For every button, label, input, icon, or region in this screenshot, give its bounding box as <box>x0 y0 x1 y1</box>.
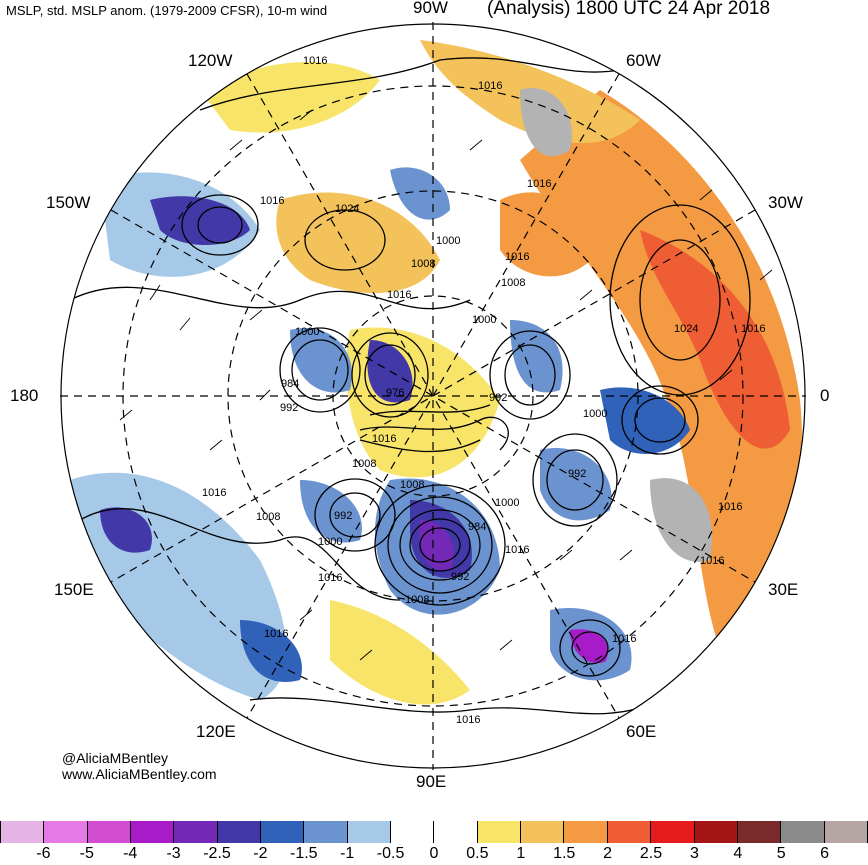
colorbar-segment <box>347 821 392 843</box>
longitude-label-120w: 120W <box>188 51 233 70</box>
contour-label: 984 <box>281 378 299 390</box>
contour-label: 1008 <box>352 458 376 470</box>
colorbar-segment <box>87 821 132 843</box>
colorbar-segment <box>434 821 478 843</box>
colorbar-segment <box>781 821 825 843</box>
colorbar-segment <box>651 821 695 843</box>
contour-label: 1016 <box>478 80 502 92</box>
contour-label: 1016 <box>318 572 342 584</box>
contour-label: 992 <box>568 468 586 480</box>
contour-label: 1016 <box>202 487 226 499</box>
colorbar-tick-label: -6 <box>36 845 51 862</box>
contour-label: 1008 <box>405 594 429 606</box>
longitude-label-90e: 90E <box>416 772 447 791</box>
colorbar-tick-label: 1 <box>516 845 526 862</box>
colorbar-tick-label: 2.5 <box>639 845 663 862</box>
contour-label: 1000 <box>495 497 519 509</box>
colorbar-segment <box>824 821 868 843</box>
longitude-label-30e: 30E <box>768 580 799 599</box>
contour-label: 1000 <box>436 235 460 247</box>
anomaly-colorbar <box>0 821 868 843</box>
longitude-label-30w: 30W <box>768 193 803 212</box>
contour-label: 1016 <box>700 555 724 567</box>
colorbar-tick-label: 1.5 <box>553 845 576 862</box>
colorbar-segment <box>44 821 88 843</box>
colorbar-segment <box>304 821 348 843</box>
longitude-label-60e: 60E <box>626 722 657 741</box>
contour-label: 1016 <box>505 544 529 556</box>
twitter-handle: @AliciaMBentley <box>62 750 169 766</box>
colorbar-segment <box>694 821 738 843</box>
contour-label: 1024 <box>335 203 359 215</box>
longitude-label-150w: 150W <box>46 193 91 212</box>
colorbar-segment <box>607 821 652 843</box>
contour-label: 1000 <box>583 408 607 420</box>
contour-label: 1000 <box>295 326 319 338</box>
contour-label: 1016 <box>527 178 551 190</box>
polar-map: 1016101610161024101610001008101610161008… <box>60 22 806 770</box>
colorbar-segment <box>564 821 608 843</box>
website-url: www.AliciaMBentley.com <box>62 766 217 782</box>
colorbar-segment <box>0 821 45 843</box>
longitude-label-90w: 90W <box>413 0 448 17</box>
longitude-label-180: 180 <box>10 386 39 405</box>
contour-label: 1016 <box>741 323 765 335</box>
contour-label: 1016 <box>456 714 480 726</box>
contour-label: 1016 <box>387 289 411 301</box>
colorbar-tick-label: -2.5 <box>203 845 231 862</box>
colorbar-segment <box>261 821 305 843</box>
colorbar-segment <box>131 821 175 843</box>
contour-label: 1016 <box>718 501 742 513</box>
colorbar-tick-label: -0.5 <box>376 845 405 862</box>
colorbar-tick-label: -1.5 <box>290 845 318 862</box>
colorbar-tick-label: -5 <box>79 845 94 862</box>
colorbar-tick-label: 5 <box>776 845 786 862</box>
contour-label: 1016 <box>264 628 288 640</box>
longitude-label-120e: 120E <box>196 722 236 741</box>
colorbar-tick-label: 0.5 <box>466 845 489 862</box>
colorbar-tick-label: -2 <box>253 845 268 862</box>
contour-label: 1016 <box>303 55 327 67</box>
colorbar-segment <box>174 821 218 843</box>
contour-label: 1016 <box>372 433 396 445</box>
map-description: MSLP, std. MSLP anom. (1979-2009 CFSR), … <box>6 3 328 18</box>
longitude-label-60w: 60W <box>626 51 661 70</box>
contour-label: 1016 <box>505 251 529 263</box>
contour-label: 1008 <box>411 258 435 270</box>
contour-label: 976 <box>386 387 404 399</box>
colorbar-tick-label: -4 <box>123 845 138 862</box>
contour-label: 992 <box>334 510 352 522</box>
longitude-label-0: 0 <box>820 386 830 405</box>
contour-label: 1016 <box>612 633 636 645</box>
contour-label: 984 <box>468 521 486 533</box>
contour-label: 992 <box>451 571 469 583</box>
contour-label: 1000 <box>472 314 496 326</box>
colorbar-segment <box>737 821 782 843</box>
colorbar-tick-labels: -6 -5 -4 -3 -2.5 -2 -1.5 -1 -0.5 0 0.5 1 1.5 2 2.5 3 4 5 6 <box>0 843 868 865</box>
contour-label: 1000 <box>318 536 342 548</box>
colorbar-tick-label: 3 <box>689 845 699 862</box>
colorbar-tick-label: -3 <box>166 845 181 862</box>
contour-label: 1024 <box>674 323 698 335</box>
colorbar-tick-label: -1 <box>340 845 355 862</box>
colorbar-tick-label: 0 <box>429 845 439 862</box>
colorbar-tick-label: 4 <box>733 845 743 862</box>
colorbar-tick-label: 2 <box>603 845 613 862</box>
colorbar-tick-label: 6 <box>820 845 830 862</box>
contour-label: 1008 <box>501 277 525 289</box>
contour-label: 1016 <box>260 195 284 207</box>
contour-label: 1008 <box>400 479 424 491</box>
colorbar-segment <box>477 821 522 843</box>
contour-label: 1008 <box>256 511 280 523</box>
colorbar-segment <box>521 821 565 843</box>
analysis-timestamp: (Analysis) 1800 UTC 24 Apr 2018 <box>487 0 771 19</box>
contour-label: 992 <box>489 392 507 404</box>
contour-label: 992 <box>280 402 298 414</box>
colorbar-segment <box>391 821 435 843</box>
colorbar-segment <box>217 821 262 843</box>
longitude-label-150e: 150E <box>54 580 94 599</box>
